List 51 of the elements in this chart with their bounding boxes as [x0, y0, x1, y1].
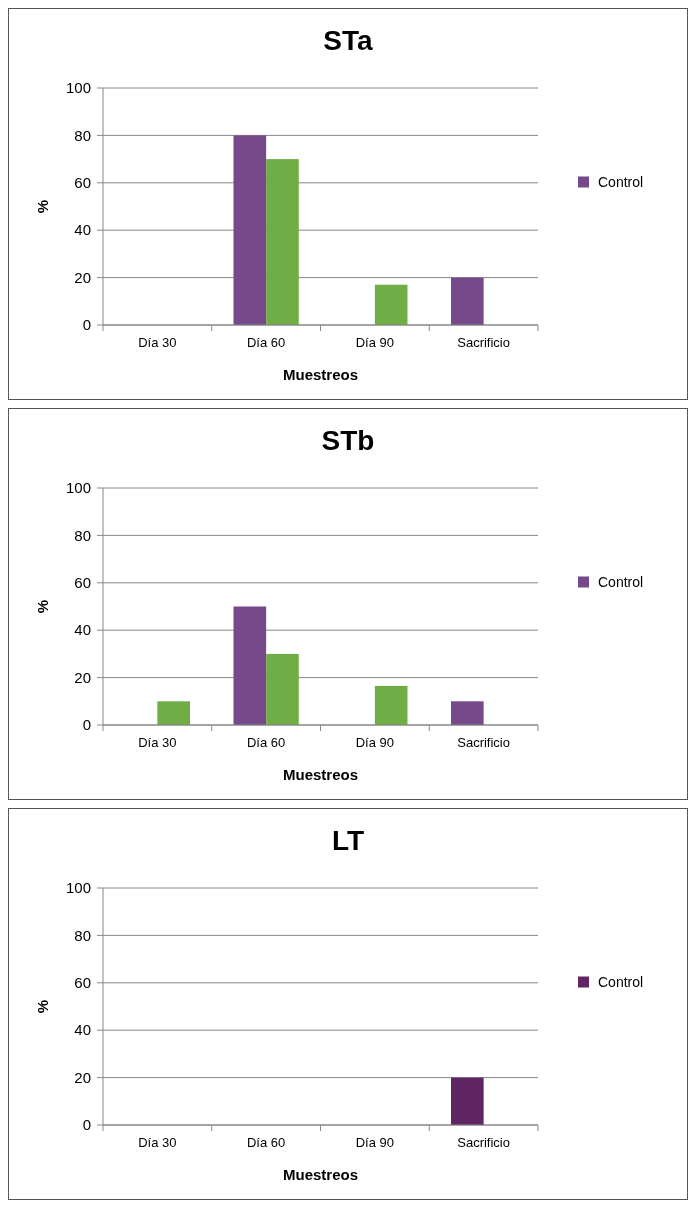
y-tick-label: 20: [74, 1068, 91, 1086]
x-axis-title: Muestreos: [282, 1166, 359, 1183]
y-tick-label: 40: [74, 221, 91, 239]
x-tick-label: Sacrificio: [457, 1135, 510, 1150]
bar: [266, 653, 299, 725]
y-tick-label: 0: [82, 716, 91, 734]
legend-label: Control: [598, 573, 644, 590]
x-tick-label: Día 60: [246, 1135, 286, 1150]
bar: [451, 701, 484, 725]
chart-title: STb: [321, 425, 375, 456]
y-tick-label: 100: [65, 79, 91, 97]
bar: [157, 701, 190, 725]
y-tick-label: 20: [74, 268, 91, 286]
legend-label: Control: [598, 973, 644, 990]
y-tick-label: 60: [74, 974, 91, 992]
x-axis-title: Muestreos: [282, 766, 359, 783]
y-tick-label: 100: [65, 479, 91, 497]
y-tick-label: 60: [74, 174, 91, 192]
y-axis-title: %: [34, 999, 51, 1014]
y-tick-label: 80: [74, 926, 91, 944]
y-tick-label: 40: [74, 1021, 91, 1039]
y-tick-label: 60: [74, 574, 91, 592]
y-tick-label: 80: [74, 526, 91, 544]
bar: [233, 135, 267, 325]
chart-title: STa: [323, 25, 374, 56]
y-tick-label: 100: [65, 879, 91, 897]
x-tick-label: Día 30: [138, 1135, 177, 1150]
x-tick-label: Día 30: [138, 735, 177, 750]
chart-title: LT: [331, 825, 365, 856]
x-tick-label: Día 90: [355, 1135, 395, 1150]
bar: [233, 606, 267, 725]
x-tick-label: Día 30: [138, 335, 177, 350]
legend-label: Control: [598, 173, 644, 190]
y-tick-label: 80: [74, 126, 91, 144]
y-tick-label: 40: [74, 621, 91, 639]
bar: [266, 159, 299, 325]
bar: [374, 685, 408, 725]
x-tick-label: Día 60: [246, 335, 286, 350]
y-tick-label: 0: [82, 316, 91, 334]
x-tick-label: Día 90: [355, 335, 395, 350]
x-tick-label: Día 90: [355, 735, 395, 750]
x-tick-label: Sacrificio: [457, 735, 510, 750]
y-tick-label: 0: [82, 1116, 91, 1134]
bar: [451, 277, 484, 325]
y-tick-label: 20: [74, 668, 91, 686]
y-axis-title: %: [34, 599, 51, 614]
x-tick-label: Día 60: [246, 735, 286, 750]
x-axis-title: Muestreos: [282, 366, 359, 383]
x-tick-label: Sacrificio: [457, 335, 510, 350]
y-axis-title: %: [34, 199, 51, 214]
bar: [374, 284, 408, 325]
